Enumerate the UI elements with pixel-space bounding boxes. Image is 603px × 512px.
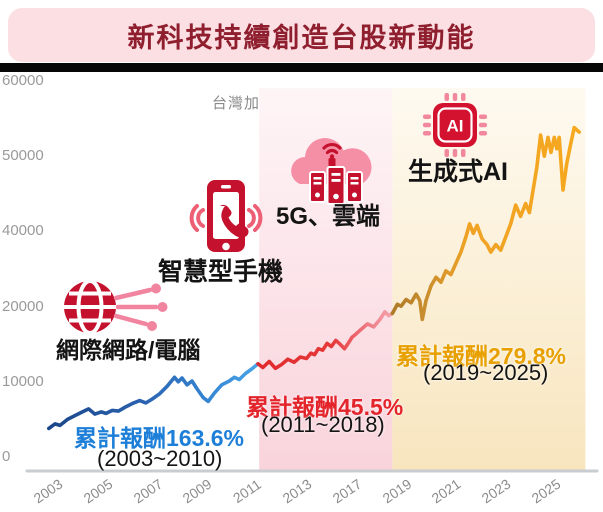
y-tick-label: 0 xyxy=(2,448,11,465)
index-line-internet-era xyxy=(46,361,260,431)
globe-circuit-icon xyxy=(64,279,168,335)
y-tick-label: 20000 xyxy=(2,297,44,315)
return-label-internet: 累計報酬163.6% xyxy=(74,425,245,451)
index-line-smartphone-era xyxy=(256,310,395,371)
internet-era-label: 網際網路/電腦 xyxy=(56,337,201,363)
cloud-servers-5g-icon xyxy=(291,138,372,205)
generative-ai-era-label: 生成式AI xyxy=(408,158,509,186)
return-label-smartphone: 累計報酬45.5% xyxy=(246,394,404,420)
y-tick-label: 60000 xyxy=(2,72,44,89)
page-title: 新科技持續創造台股新動能 xyxy=(127,22,476,53)
svg-text:AI: AI xyxy=(447,117,464,136)
smartphone-era-label: 智慧型手機 xyxy=(158,258,284,286)
cloud-5g-era-label: 5G、雲端 xyxy=(276,203,381,230)
period-label-internet: (2003~2010) xyxy=(97,446,223,471)
index-line-generative-ai-era xyxy=(390,125,582,322)
y-tick-label: 40000 xyxy=(2,222,44,240)
black-divider xyxy=(0,63,603,72)
y-tick-label: 10000 xyxy=(2,372,44,390)
y-tick-label: 50000 xyxy=(2,147,44,165)
ai-chip-icon: AI xyxy=(423,93,487,157)
phone-vibrate-icon xyxy=(189,180,263,252)
period-label-smartphone: (2011~2018) xyxy=(261,412,385,437)
era-band-generative-ai xyxy=(392,88,586,471)
return-label-generative-ai: 累計報酬279.8% xyxy=(396,343,567,369)
title-banner: 新科技持續創造台股新動能 xyxy=(8,8,595,62)
period-label-generative-ai: (2019~2025) xyxy=(423,360,549,385)
